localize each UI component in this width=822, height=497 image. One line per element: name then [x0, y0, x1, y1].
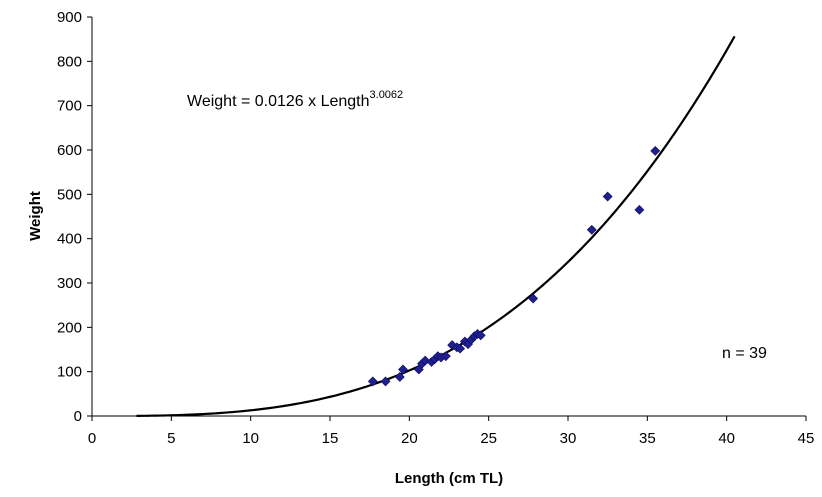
x-tick-label: 5 [167, 430, 175, 447]
y-tick-label: 600 [57, 142, 82, 159]
data-point [398, 364, 408, 375]
x-tick-label: 30 [560, 430, 577, 447]
data-point [475, 330, 486, 341]
y-tick-label: 500 [57, 186, 82, 203]
y-tick-label: 700 [57, 98, 82, 115]
y-tick-label: 100 [57, 364, 82, 381]
data-point [394, 372, 405, 382]
x-tick-label: 40 [718, 430, 735, 447]
x-tick-label: 25 [480, 430, 497, 447]
x-tick-label: 20 [401, 430, 418, 447]
x-tick-label: 35 [639, 430, 656, 447]
x-tick-label: 15 [322, 430, 339, 447]
points-layer [367, 145, 661, 387]
data-point [380, 376, 391, 387]
x-tick-label: 0 [88, 430, 96, 447]
fit-equation: Weight = 0.0126 x Length3.0062 [187, 89, 403, 110]
data-point [440, 351, 451, 362]
y-tick-label: 0 [74, 408, 82, 425]
data-point [650, 145, 661, 156]
n-label: n = 39 [722, 345, 767, 362]
x-axis-title: Length (cm TL) [395, 470, 503, 487]
data-point [420, 355, 431, 366]
data-point [455, 343, 466, 354]
data-point [602, 191, 613, 202]
y-tick-label: 400 [57, 231, 82, 248]
data-point [367, 376, 378, 387]
x-tick-label: 45 [798, 430, 815, 447]
fit-equation-main: Weight = 0.0126 x Length [187, 93, 370, 110]
data-point [528, 293, 539, 304]
y-axis-title: Weight [27, 191, 44, 241]
fit-equation-exponent: 3.0062 [370, 89, 404, 101]
y-tick-label: 900 [57, 9, 82, 26]
y-tick-label: 300 [57, 275, 82, 292]
x-tick-label: 10 [242, 430, 259, 447]
data-point [586, 224, 597, 235]
axes-layer: 0 100 200 300 400 500 600 700 800 900 0 5 10 15 20 25 30… [57, 9, 814, 447]
y-tick-label: 200 [57, 319, 82, 336]
y-tick-label: 800 [57, 53, 82, 70]
data-point [634, 204, 645, 215]
